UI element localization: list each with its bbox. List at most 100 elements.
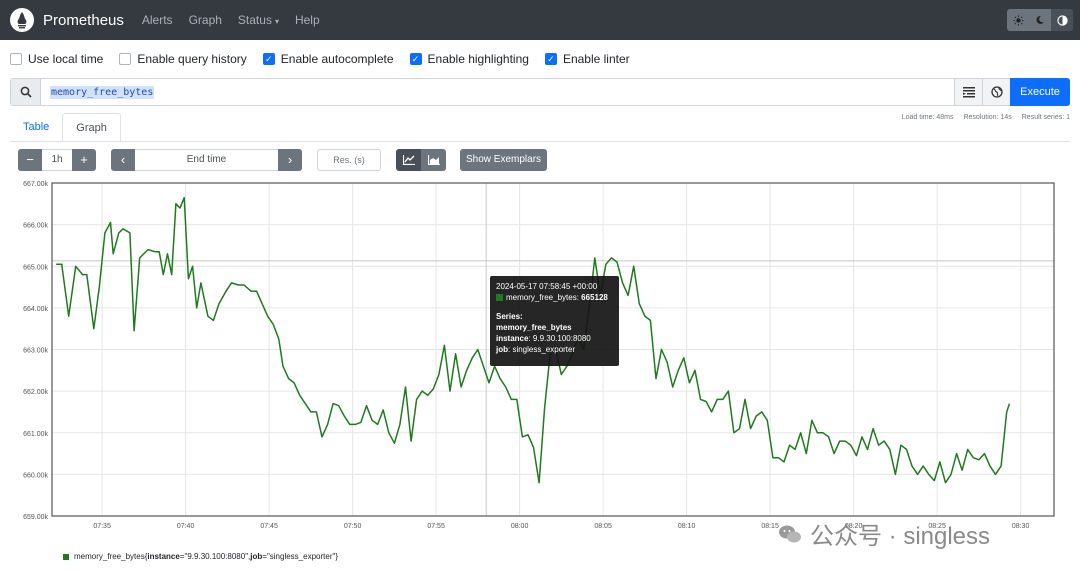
- end-time-input[interactable]: End time: [135, 148, 278, 171]
- legend-sep: ,: [248, 552, 251, 561]
- y-tick-label: 667.00k: [23, 181, 48, 188]
- nav-status[interactable]: Status ▾: [238, 13, 279, 27]
- tooltip-job-key: job: [496, 345, 508, 354]
- series-line-memory_free_bytes[interactable]: [56, 196, 1011, 484]
- next-time-button[interactable]: ›: [278, 148, 302, 171]
- tooltip-series-heading: Series:: [496, 312, 523, 321]
- y-tick-label: 666.00k: [23, 223, 48, 230]
- chart-type-toggle: [396, 148, 446, 171]
- y-tick-label: 660.00k: [23, 472, 48, 479]
- globe-icon[interactable]: [982, 79, 1010, 105]
- y-tick-label: 662.00k: [23, 389, 48, 396]
- line-chart-icon[interactable]: [396, 148, 421, 171]
- x-tick-label: 08:15: [761, 523, 779, 530]
- x-tick-label: 08:10: [678, 523, 696, 530]
- legend-color-swatch: [63, 553, 69, 560]
- legend-job-key: job: [250, 552, 263, 561]
- tab-table[interactable]: Table: [23, 121, 50, 133]
- previous-time-button[interactable]: ‹: [111, 148, 135, 171]
- legend-job-val: ="singless_exporter": [262, 552, 336, 561]
- option-label: Enable highlighting: [427, 52, 529, 66]
- x-tick-label: 08:25: [928, 523, 946, 530]
- tooltip-instance-val: : 9.9.30.100:8080: [528, 334, 591, 343]
- half-circle-icon[interactable]: [1051, 9, 1073, 31]
- option-use-local-time[interactable]: Use local time: [10, 52, 103, 66]
- tooltip-job-val: : singless_exporter: [508, 345, 576, 354]
- increase-range-button[interactable]: +: [72, 148, 96, 171]
- y-tick-label: 665.00k: [23, 264, 48, 271]
- option-enable-query-history[interactable]: Enable query history: [119, 52, 247, 66]
- nav-help[interactable]: Help: [294, 13, 320, 27]
- x-tick-label: 08:20: [845, 523, 863, 530]
- y-tick-label: 661.00k: [23, 431, 48, 438]
- legend-metric: memory_free_bytes: [74, 552, 145, 561]
- view-tabs: Table Graph: [10, 113, 121, 142]
- top-navbar: Prometheus Alerts Graph Status ▾ Help: [0, 0, 1080, 40]
- result-series: Result series: 1: [1021, 114, 1070, 121]
- expression-input[interactable]: memory_free_bytes: [41, 79, 954, 105]
- legend-close: }: [335, 552, 338, 561]
- checkbox-checked[interactable]: ✓: [544, 53, 557, 65]
- nav-graph[interactable]: Graph: [188, 13, 222, 27]
- checkbox[interactable]: [10, 53, 22, 65]
- tooltip-series-label: memory_free_bytes:: [506, 293, 579, 302]
- tooltip-job: job: singless_exporter: [496, 345, 613, 354]
- query-stats: Load time: 48ms Resolution: 14s Result s…: [902, 114, 1070, 121]
- tooltip-series-value: 665128: [581, 293, 608, 302]
- range-input[interactable]: 1h: [42, 148, 72, 171]
- sun-icon[interactable]: [1007, 9, 1029, 31]
- search-icon: [11, 79, 41, 105]
- graph-controls: − 1h + ‹ End time › Res. (s) Show Exempl…: [18, 148, 548, 171]
- x-tick-label: 07:35: [93, 523, 111, 530]
- tooltip-instance: instance: 9.9.30.100:8080: [496, 334, 613, 343]
- x-tick-label: 08:00: [511, 523, 529, 530]
- x-tick-label: 07:40: [177, 523, 195, 530]
- legend-instance-val: ="9.9.30.100:8080": [179, 552, 249, 561]
- graph-legend[interactable]: memory_free_bytes{instance ="9.9.30.100:8…: [63, 552, 338, 561]
- brand[interactable]: Prometheus: [10, 8, 124, 32]
- watermark: 公众号 · singless: [778, 516, 990, 551]
- checkbox[interactable]: [119, 53, 132, 65]
- graph-tooltip: 2024-05-17 07:58:45 +00:00 memory_free_b…: [490, 276, 619, 366]
- chevron-down-icon: ▾: [274, 17, 279, 26]
- watermark-text: 公众号 · singless: [810, 523, 991, 550]
- checkbox-checked[interactable]: ✓: [262, 53, 275, 65]
- theme-toggle: [1007, 9, 1073, 31]
- checkbox-checked[interactable]: ✓: [409, 53, 422, 65]
- query-bar: memory_free_bytes Execute: [10, 78, 1070, 106]
- wechat-icon: [779, 525, 801, 542]
- tab-divider: [10, 141, 1070, 142]
- load-time: Load time: 48ms: [901, 114, 954, 121]
- x-tick-label: 07:55: [427, 523, 445, 530]
- execute-button[interactable]: Execute: [1010, 78, 1070, 106]
- y-tick-label: 663.00k: [23, 348, 48, 355]
- tooltip-instance-key: instance: [496, 334, 529, 343]
- decrease-range-button[interactable]: −: [18, 148, 42, 171]
- option-enable-autocomplete[interactable]: ✓ Enable autocomplete: [262, 52, 394, 66]
- option-label: Enable query history: [137, 52, 247, 66]
- x-tick-label: 08:30: [1012, 523, 1030, 530]
- x-tick-label: 08:05: [594, 523, 612, 530]
- moon-icon[interactable]: [1029, 9, 1051, 31]
- nav-alerts[interactable]: Alerts: [141, 13, 173, 27]
- x-tick-label: 07:50: [344, 523, 362, 530]
- option-enable-highlighting[interactable]: ✓ Enable highlighting: [409, 52, 529, 66]
- nav-status-label: Status: [237, 13, 272, 27]
- y-tick-label: 664.00k: [23, 306, 48, 313]
- option-enable-linter[interactable]: ✓ Enable linter: [544, 52, 630, 66]
- expression-text: memory_free_bytes: [50, 85, 155, 99]
- resolution: Resolution: 14s: [963, 114, 1012, 121]
- resolution-input[interactable]: Res. (s): [317, 148, 381, 171]
- show-exemplars-button[interactable]: Show Exemplars: [460, 148, 548, 171]
- series-color-swatch: [496, 294, 503, 301]
- option-label: Use local time: [28, 52, 104, 66]
- tooltip-metric: memory_free_bytes: [496, 323, 572, 332]
- plot-frame: [51, 182, 1055, 517]
- legend-open: {: [144, 552, 148, 561]
- tab-graph[interactable]: Graph: [62, 113, 121, 142]
- area-chart-icon[interactable]: [421, 148, 446, 171]
- metrics-explorer-icon[interactable]: [954, 79, 982, 105]
- query-options: Use local time Enable query history ✓ Ena…: [10, 51, 646, 67]
- y-tick-label: 659.00k: [23, 514, 48, 521]
- x-tick-label: 07:45: [260, 523, 278, 530]
